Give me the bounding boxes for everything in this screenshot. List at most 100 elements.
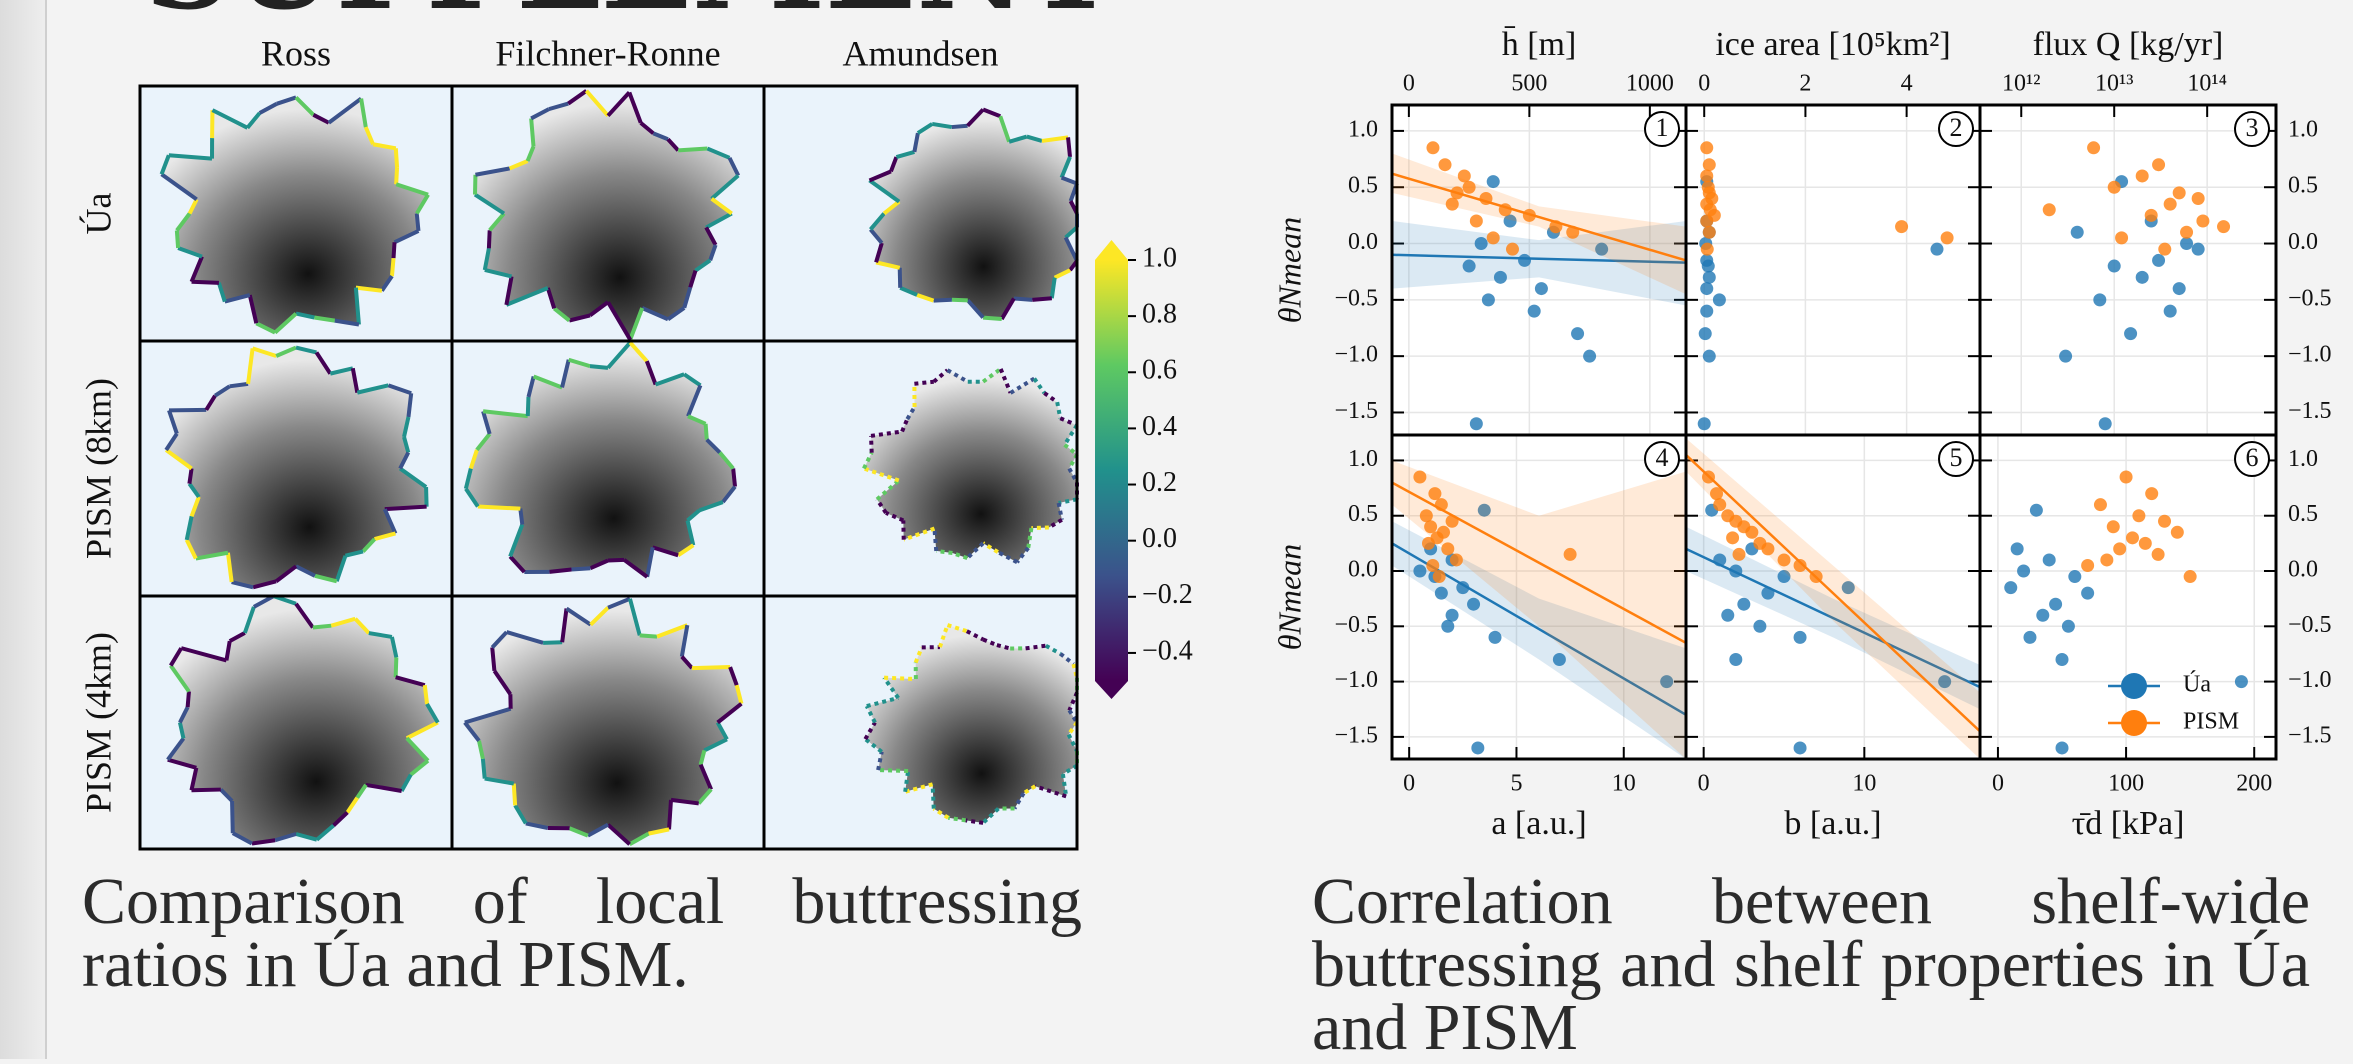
data-point [1479,192,1492,205]
grounding-line [520,509,522,525]
data-point [1413,565,1426,578]
data-point [1710,487,1723,500]
x-tick-label: 0 [1698,71,1710,97]
y-tick-label: −0.5 [2288,285,2332,311]
y-tick-label: −0.5 [1334,285,1378,311]
side-shadow [0,0,46,1059]
data-point [1700,141,1713,154]
data-point [1761,587,1774,600]
y-tick-label: 0.5 [1348,173,1378,199]
x-axis-label: b [a.u.] [1784,805,1881,842]
ice-shelf-map [452,341,764,596]
data-point [1487,175,1500,188]
header-title: SUPPLEMENT [145,0,1116,37]
data-point [2071,226,2084,239]
x-tick-label: 10¹³ [2095,71,2133,97]
data-point [1458,169,1471,182]
data-point [1441,542,1454,555]
data-point [2108,181,2121,194]
data-point [2056,741,2069,754]
data-point [1499,203,1512,216]
data-point [1713,293,1726,306]
data-point [2132,509,2145,522]
grounding-line [232,801,233,833]
grounding-line [934,300,952,301]
data-point [1467,598,1480,611]
data-point [1420,509,1433,522]
column-title: Ross [261,33,331,73]
data-point [2184,570,2197,583]
data-point [1702,471,1715,484]
data-point [1721,609,1734,622]
x-tick-label: 10 [1612,771,1636,797]
grounding-line [191,790,220,791]
plot-area [1980,105,2276,435]
data-point [1895,220,1908,233]
x-tick-label: 2 [1799,71,1811,97]
grounding-line [1068,137,1070,157]
data-point [1702,260,1715,273]
data-point [1703,226,1716,239]
data-point [2171,526,2184,539]
data-point [1482,293,1495,306]
data-point [1930,243,1943,256]
grounding-line [952,126,968,127]
grounding-line [914,382,933,384]
data-point [1435,587,1448,600]
x-tick-label: 200 [2236,771,2272,797]
grounding-line [549,569,571,571]
y-tick-label: 0.5 [2288,501,2318,527]
colorbar-tick-label: −0.2 [1142,579,1193,610]
row-title: PISM (8km) [78,378,118,559]
panel-label: 1 [1656,113,1669,142]
data-point [2173,282,2186,295]
data-point [2196,215,2209,228]
data-point [2056,653,2069,666]
legend-marker [2121,710,2147,736]
colorbar-extend-bottom [1095,681,1128,699]
grounding-line [394,242,395,258]
x-tick-label: 10¹² [2002,71,2040,97]
data-point [1778,553,1791,566]
data-point [1489,631,1502,644]
data-point [1506,243,1519,256]
panel-label: 6 [2246,443,2259,472]
data-point [1428,487,1441,500]
legend-label: PISM [2183,709,2239,735]
data-point [2062,620,2075,633]
data-point [1471,741,1484,754]
data-point [1726,531,1739,544]
data-point [1433,570,1446,583]
x-tick-label: 1000 [1626,71,1674,97]
grounding-line [572,568,591,569]
data-point [2113,542,2126,555]
data-point [2081,587,2094,600]
data-point [1523,209,1536,222]
ice-shelf-map [452,86,764,341]
data-point [1729,653,1742,666]
data-point [2173,186,2186,199]
data-point [2152,548,2165,561]
grounding-line [983,318,1002,319]
data-point [1518,254,1531,267]
data-point [1528,305,1541,318]
data-point [1583,350,1596,363]
data-point [1701,243,1714,256]
data-point [1487,231,1500,244]
panel-label: 4 [1656,443,1669,472]
grounding-line [426,487,427,507]
data-point [2180,237,2193,250]
data-point [1566,226,1579,239]
y-tick-label: 0.0 [1348,229,1378,255]
y-tick-label: −1.0 [1334,667,1378,693]
grounding-line [543,642,562,643]
grounding-line [230,384,248,386]
data-point [1549,220,1562,233]
data-point [2049,598,2062,611]
ice-shelf-map [140,341,452,596]
data-point [2145,487,2158,500]
grounding-line [483,759,485,779]
